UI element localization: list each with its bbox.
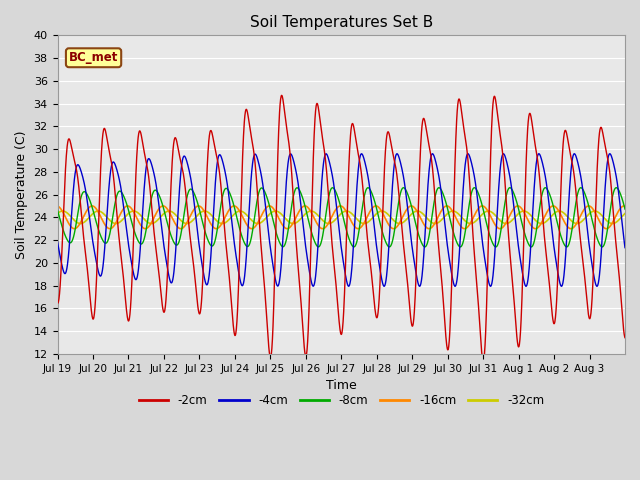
Y-axis label: Soil Temperature (C): Soil Temperature (C) <box>15 130 28 259</box>
X-axis label: Time: Time <box>326 379 356 392</box>
Legend: -2cm, -4cm, -8cm, -16cm, -32cm: -2cm, -4cm, -8cm, -16cm, -32cm <box>134 389 548 411</box>
Title: Soil Temperatures Set B: Soil Temperatures Set B <box>250 15 433 30</box>
Text: BC_met: BC_met <box>69 51 118 64</box>
